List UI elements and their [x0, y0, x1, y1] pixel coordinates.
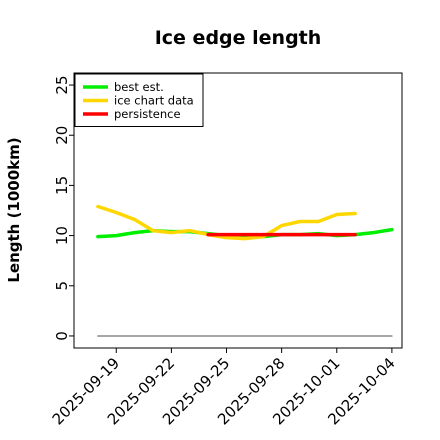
chart-title: Ice edge length	[155, 27, 322, 49]
y-tick-label: 10	[53, 226, 71, 245]
x-axis: 2025-09-192025-09-222025-09-252025-09-28…	[49, 348, 399, 428]
y-tick-label: 15	[53, 176, 71, 195]
y-tick-label: 5	[53, 281, 71, 291]
y-tick-label: 20	[53, 126, 71, 145]
y-axis: 0 5 10 15 20 25	[53, 75, 74, 341]
plot-area	[73, 72, 403, 349]
series-line-ice-chart-data	[96, 204, 357, 241]
plot-frame	[73, 72, 403, 349]
legend-label: best est.	[114, 80, 164, 94]
y-axis-label: Length (1000km)	[5, 137, 23, 282]
legend-box	[74, 73, 204, 127]
y-tick-label: 25	[53, 75, 71, 94]
y-tick-label: 0	[53, 331, 71, 341]
legend-label: ice chart data	[114, 94, 194, 108]
legend-label: persistence	[114, 107, 181, 121]
